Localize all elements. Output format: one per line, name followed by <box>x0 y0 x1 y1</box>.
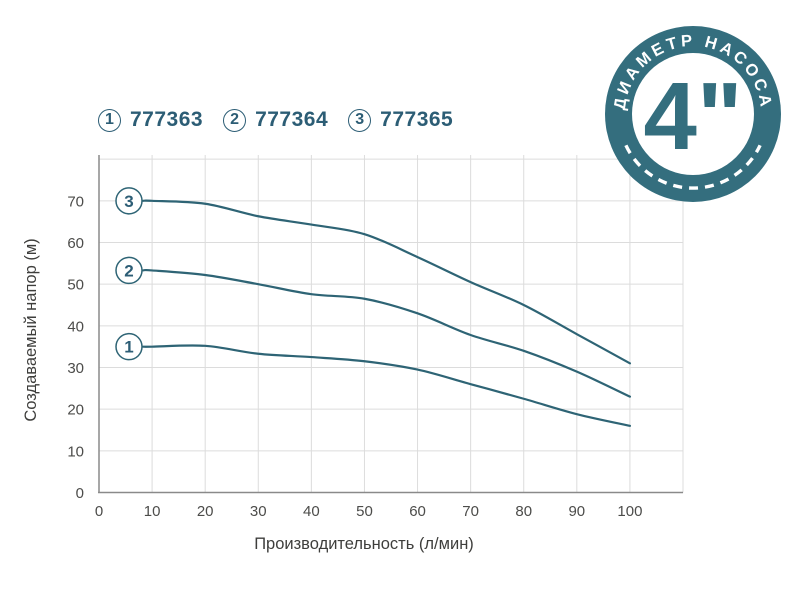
series-2-code: 777364 <box>255 108 329 131</box>
y-axis-title: Создаваемый напор (м) <box>22 238 40 421</box>
series-3-code: 777365 <box>380 108 454 131</box>
gridlines <box>99 155 684 493</box>
svg-text:60: 60 <box>409 503 426 520</box>
legend-item-2: 2 777364 <box>223 108 328 132</box>
legend: 1 777363 2 777364 3 777365 <box>98 108 453 132</box>
curve-1-marker <box>115 332 143 361</box>
curve-2-marker-number: 2 <box>124 261 133 280</box>
badge-dashed-arc <box>624 144 762 190</box>
svg-text:10: 10 <box>67 443 84 460</box>
svg-text:0: 0 <box>95 503 103 520</box>
badge-size-label: 4" <box>644 63 743 170</box>
svg-text:60: 60 <box>67 235 84 252</box>
svg-text:100: 100 <box>617 503 642 520</box>
curve-2 <box>141 268 632 398</box>
curve-number-markers: 1 2 3 <box>115 187 143 361</box>
x-axis-title: Производительность (л/мин) <box>254 535 474 553</box>
series-2-number: 2 <box>230 111 240 128</box>
svg-text:20: 20 <box>197 503 214 520</box>
svg-text:40: 40 <box>67 318 84 335</box>
curve-2-marker <box>115 256 143 285</box>
series-1-number: 1 <box>105 111 114 128</box>
svg-text:90: 90 <box>568 503 585 520</box>
svg-text:70: 70 <box>67 193 84 210</box>
axes <box>98 155 683 494</box>
curve-3 <box>141 199 632 365</box>
svg-text:50: 50 <box>67 277 84 294</box>
curve-1 <box>141 344 632 427</box>
svg-text:70: 70 <box>462 503 479 520</box>
svg-text:20: 20 <box>67 402 84 419</box>
badge-inner-disc <box>632 53 754 175</box>
curve-3-marker-number: 3 <box>124 192 133 211</box>
series-1-code: 777363 <box>130 108 204 131</box>
axis-tick-labels: 0 10 20 30 40 50 60 70 80 90 100 0 10 20 30 40 50 60 70 <box>67 193 642 520</box>
svg-text:30: 30 <box>67 360 84 377</box>
svg-text:40: 40 <box>303 503 320 520</box>
curve-3-marker <box>115 187 143 215</box>
svg-text:0: 0 <box>76 485 84 502</box>
series-3-number-badge: 3 <box>348 108 372 132</box>
svg-text:80: 80 <box>515 503 532 520</box>
curve-1-marker-number: 1 <box>124 338 133 357</box>
pump-diameter-badge: ДИАМЕТР НАСОСА 4" <box>605 26 781 202</box>
svg-text:10: 10 <box>144 503 161 520</box>
series-3-number: 3 <box>355 111 365 128</box>
svg-text:30: 30 <box>250 503 267 520</box>
legend-item-3: 3 777365 <box>348 108 453 132</box>
series-2-number-badge: 2 <box>223 108 247 132</box>
series-1-number-badge: 1 <box>98 108 121 132</box>
legend-item-1: 1 777363 <box>98 108 203 132</box>
svg-text:50: 50 <box>356 503 373 520</box>
pump-curves <box>141 199 632 427</box>
